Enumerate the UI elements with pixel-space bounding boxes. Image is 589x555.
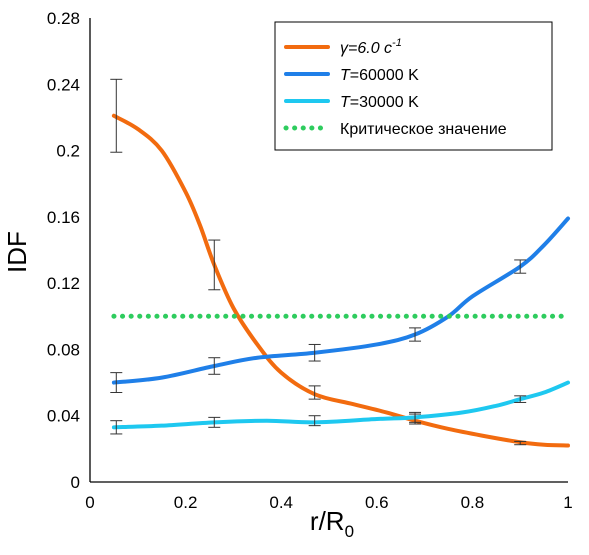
legend-label-gamma-sup: -1	[392, 37, 402, 49]
error-bars	[110, 78, 527, 446]
x-axis-title-subscript: 0	[345, 522, 354, 541]
x-tick-label: 1	[563, 493, 572, 512]
error-bar-t60000	[110, 372, 123, 394]
x-axis-title: r/R0	[310, 506, 354, 541]
legend-label-gamma: γ=6.0 c-1	[340, 37, 402, 57]
series-line-gamma	[111, 113, 570, 448]
error-bar-t60000	[208, 357, 221, 375]
error-bar-t30000	[409, 411, 422, 423]
error-bar-t30000	[208, 416, 221, 428]
y-axis-title: IDF	[2, 231, 32, 273]
y-tick-label: 0.04	[47, 407, 80, 426]
x-tick-label: 0.8	[461, 493, 485, 512]
legend-label-t30000: T=30000 K	[340, 94, 419, 111]
legend-label-t60000-italic: T	[340, 67, 351, 84]
series-line-t30000	[111, 380, 570, 430]
error-bar-gamma	[208, 239, 221, 291]
y-tick-labels: 0 0.04 0.08 0.12 0.16 0.2 0.24 0.28	[47, 9, 80, 492]
error-bar-gamma	[110, 78, 123, 153]
y-tick-label: 0.12	[47, 274, 80, 293]
error-bar-t60000	[514, 259, 527, 274]
x-tick-labels: 0 0.2 0.4 0.6 0.8 1	[85, 493, 572, 512]
error-bar-gamma	[308, 385, 321, 400]
error-bar-t30000	[308, 415, 321, 427]
y-tick-label: 0	[71, 473, 80, 492]
error-bar-t30000	[514, 395, 527, 403]
y-tick-label: 0.2	[56, 142, 80, 161]
x-axis-title-main: r/R	[310, 506, 345, 536]
legend-label-critical: Критическое значение	[340, 121, 507, 138]
error-bar-t30000	[110, 420, 123, 435]
legend: γ=6.0 c-1 T=60000 K T=30000 K Критическо…	[274, 21, 553, 151]
y-tick-label: 0.08	[47, 340, 80, 359]
legend-label-t60000: T=60000 K	[340, 67, 419, 84]
legend-label-t60000-rest: =60000 K	[350, 67, 419, 84]
y-tick-label: 0.16	[47, 208, 80, 227]
series-line-t60000	[111, 216, 570, 385]
x-tick-label: 0.6	[365, 493, 389, 512]
error-bar-t60000	[409, 327, 422, 342]
y-tick-label: 0.28	[47, 9, 80, 28]
series-layer	[111, 113, 571, 448]
x-tick-label: 0.4	[269, 493, 293, 512]
x-tick-label: 0	[85, 493, 94, 512]
legend-label-t30000-rest: =30000 K	[350, 94, 419, 111]
y-tick-label: 0.24	[47, 75, 80, 94]
error-bar-gamma	[514, 440, 527, 446]
axes	[89, 18, 568, 483]
error-bar-t60000	[308, 343, 321, 362]
legend-label-t30000-italic: T	[340, 94, 351, 111]
x-tick-label: 0.2	[174, 493, 198, 512]
legend-label-gamma-text: γ=6.0 c	[340, 40, 392, 57]
